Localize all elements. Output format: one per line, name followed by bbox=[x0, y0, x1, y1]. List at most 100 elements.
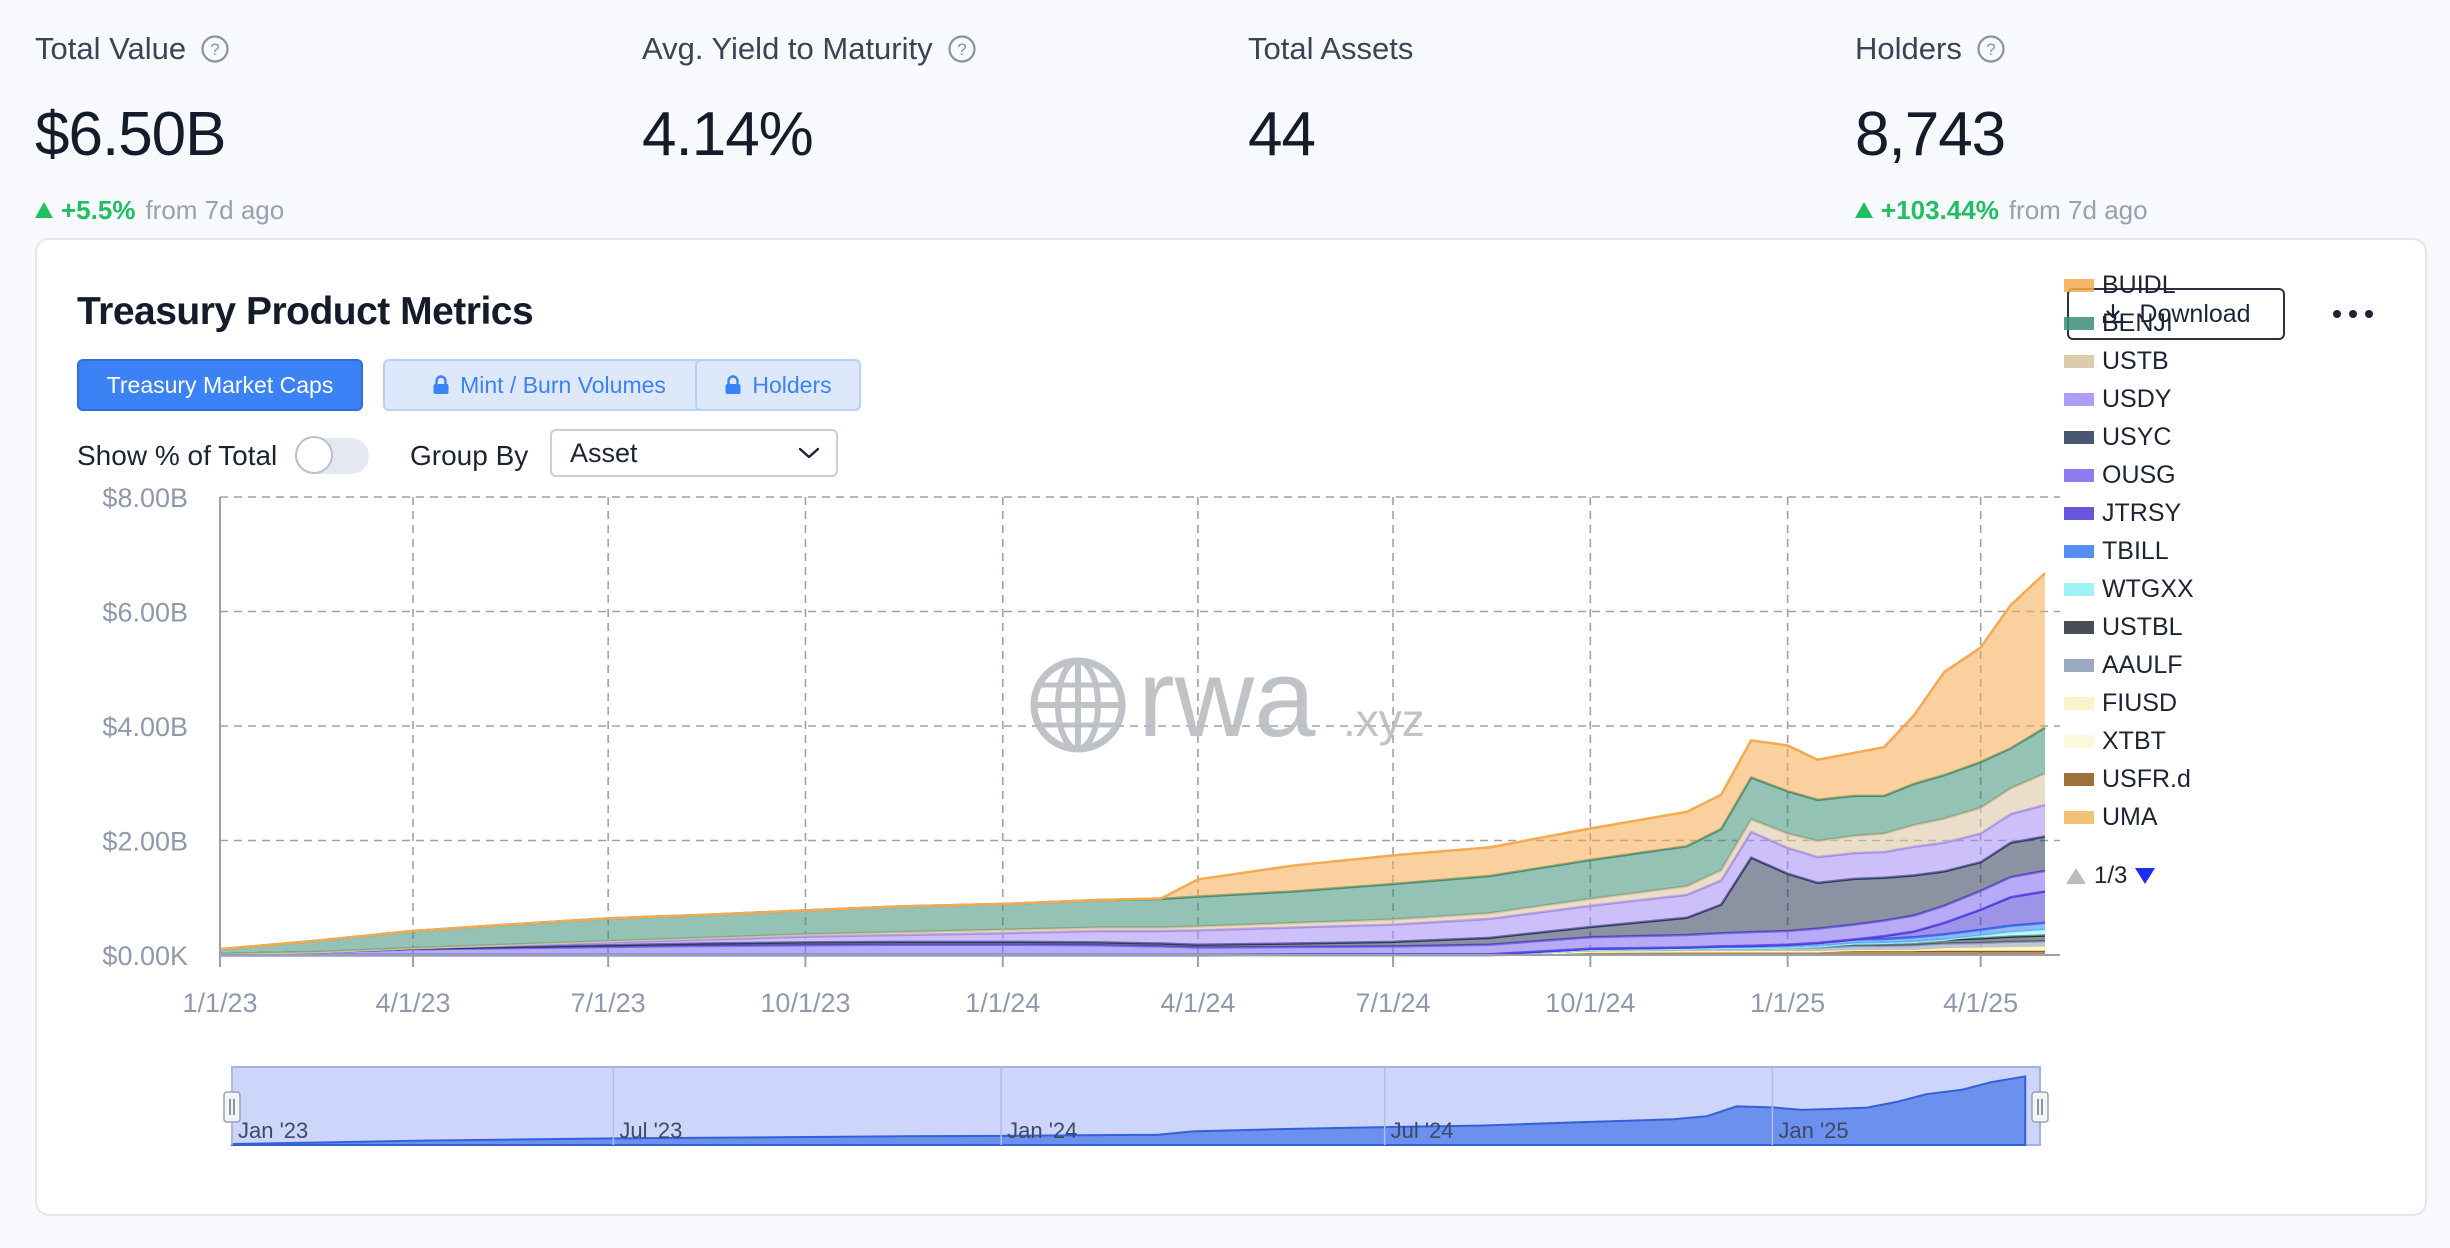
x-tick-label: 4/1/23 bbox=[375, 988, 450, 1018]
chart-legend: BUIDL BENJI USTB USDY USYC OUSG JTRSY TBILL WTGX… bbox=[2064, 266, 2204, 836]
help-icon[interactable]: ? bbox=[200, 34, 230, 64]
area-usdy bbox=[220, 805, 2045, 954]
x-tick-label: 7/1/24 bbox=[1356, 988, 1431, 1018]
legend-item[interactable]: FIUSD bbox=[2064, 684, 2204, 722]
legend-item[interactable]: USTBL bbox=[2064, 608, 2204, 646]
stat-value: 4.14% bbox=[642, 100, 814, 169]
y-tick-label: $2.00B bbox=[102, 827, 188, 857]
show-pct-toggle[interactable] bbox=[295, 436, 370, 474]
lock-icon bbox=[433, 375, 449, 394]
x-tick-label: 1/1/25 bbox=[1750, 988, 1825, 1018]
legend-swatch bbox=[2064, 392, 2094, 406]
navigator-right-handle[interactable] bbox=[2031, 1091, 2049, 1123]
legend-prev-icon[interactable] bbox=[2064, 866, 2088, 886]
watermark-suffix: .xyz bbox=[1343, 694, 1425, 746]
legend-swatch bbox=[2064, 658, 2094, 672]
stat-delta: +103.44% from 7d ago bbox=[1855, 193, 2148, 227]
arrow-up-icon bbox=[1855, 202, 1873, 218]
stat-total-value: Total Value ? $6.50B +5.5% from 7d ago bbox=[35, 28, 284, 227]
y-tick-label: $6.00B bbox=[102, 598, 188, 628]
show-pct-label: Show % of Total bbox=[77, 440, 278, 471]
legend-item[interactable]: XTBT bbox=[2064, 722, 2204, 760]
legend-item[interactable]: OUSG bbox=[2064, 456, 2204, 494]
legend-item[interactable]: TBILL bbox=[2064, 532, 2204, 570]
legend-item[interactable]: USFR.d bbox=[2064, 760, 2204, 798]
legend-item[interactable]: USDY bbox=[2064, 380, 2204, 418]
area-aaulf bbox=[220, 941, 2045, 955]
legend-pager: 1/3 bbox=[2064, 862, 2157, 890]
svg-text:?: ? bbox=[210, 40, 219, 59]
legend-item[interactable]: BENJI bbox=[2064, 304, 2204, 342]
legend-label: USYC bbox=[2102, 422, 2172, 451]
globe-icon bbox=[1030, 657, 1126, 753]
legend-swatch bbox=[2064, 734, 2094, 748]
legend-item[interactable]: JTRSY bbox=[2064, 494, 2204, 532]
legend-swatch bbox=[2064, 354, 2094, 368]
legend-item[interactable]: USYC bbox=[2064, 418, 2204, 456]
stat-label-wrap: Holders ? bbox=[1855, 28, 2148, 70]
chart-areas bbox=[219, 572, 2046, 957]
help-icon[interactable]: ? bbox=[1976, 34, 2006, 64]
legend-swatch bbox=[2064, 696, 2094, 710]
legend-item[interactable]: WTGXX bbox=[2064, 570, 2204, 608]
legend-swatch bbox=[2064, 316, 2094, 330]
stat-value: 8,743 bbox=[1855, 100, 2006, 169]
navigator-tick-label: Jul '24 bbox=[1391, 1118, 1454, 1143]
legend-item[interactable]: AAULF bbox=[2064, 646, 2204, 684]
x-tick-label: 7/1/23 bbox=[571, 988, 646, 1018]
group-by-value: Asset bbox=[570, 437, 638, 468]
stat-label: Total Value bbox=[35, 31, 187, 66]
y-tick-label: $8.00B bbox=[102, 483, 188, 513]
tab-label: Treasury Market Caps bbox=[106, 371, 334, 398]
stat-label: Total Assets bbox=[1248, 31, 1414, 66]
svg-text:?: ? bbox=[1986, 40, 1995, 59]
more-options-icon[interactable] bbox=[2333, 300, 2373, 328]
chevron-down-icon bbox=[798, 447, 820, 459]
help-icon[interactable]: ? bbox=[947, 34, 977, 64]
card-title: Treasury Product Metrics bbox=[77, 290, 534, 333]
legend-label: WTGXX bbox=[2102, 574, 2194, 603]
tab-mint-burn-volumes[interactable]: Mint / Burn Volumes bbox=[383, 359, 715, 411]
legend-item[interactable]: USTB bbox=[2064, 342, 2204, 380]
delta-value: +103.44% bbox=[1881, 194, 1999, 225]
chart-axes: $0.00K $2.00B $4.00B $6.00B $8.00B 1/1/23 4/1/… bbox=[102, 483, 2060, 1018]
stat-label: Holders bbox=[1855, 31, 1962, 66]
range-navigator: Jan '23 Jul '23 Jan '24 Jul '24 Jan '25 bbox=[223, 1066, 2049, 1146]
group-by-select[interactable]: Asset bbox=[550, 429, 838, 477]
stat-holders: Holders ? 8,743 +103.44% from 7d ago bbox=[1855, 28, 2148, 227]
legend-item[interactable]: UMA bbox=[2064, 798, 2204, 836]
legend-label: USTB bbox=[2102, 346, 2169, 375]
tab-holders[interactable]: Holders bbox=[695, 359, 861, 411]
legend-label: USFR.d bbox=[2102, 764, 2191, 793]
x-tick-label: 4/1/25 bbox=[1943, 988, 2018, 1018]
delta-suffix: from 7d ago bbox=[2008, 194, 2148, 225]
delta-suffix: from 7d ago bbox=[145, 194, 285, 225]
download-button[interactable]: Download bbox=[2067, 288, 2285, 340]
delta-up: +5.5% bbox=[35, 195, 135, 226]
legend-label: USDY bbox=[2102, 384, 2172, 413]
watermark-main: rwa bbox=[1138, 637, 1316, 760]
y-tick-label: $4.00B bbox=[102, 712, 188, 742]
legend-item[interactable]: BUIDL bbox=[2064, 266, 2204, 304]
tab-treasury-market-caps[interactable]: Treasury Market Caps bbox=[77, 359, 363, 411]
delta-value: +5.5% bbox=[61, 194, 136, 225]
area-buidl bbox=[220, 573, 2045, 950]
handle-body bbox=[223, 1091, 241, 1123]
legend-swatch bbox=[2064, 506, 2094, 520]
tab-label: Holders bbox=[752, 371, 832, 398]
navigator-tick-label: Jul '23 bbox=[619, 1118, 682, 1143]
legend-label: AAULF bbox=[2102, 650, 2183, 679]
x-tick-label: 10/1/23 bbox=[760, 988, 850, 1018]
lock-icon bbox=[725, 375, 741, 394]
navigator-area bbox=[231, 1075, 2027, 1146]
stat-label: Avg. Yield to Maturity bbox=[642, 31, 933, 66]
legend-label: XTBT bbox=[2102, 726, 2166, 755]
legend-label: UMA bbox=[2102, 802, 2158, 831]
navigator-tick-label: Jan '24 bbox=[1007, 1118, 1077, 1143]
navigator-left-handle[interactable] bbox=[223, 1091, 241, 1123]
legend-swatch bbox=[2064, 620, 2094, 634]
legend-page: 1/3 bbox=[2094, 862, 2128, 889]
group-by-label: Group By bbox=[410, 440, 529, 471]
legend-next-icon[interactable] bbox=[2133, 866, 2157, 886]
download-label: Download bbox=[2139, 299, 2251, 328]
